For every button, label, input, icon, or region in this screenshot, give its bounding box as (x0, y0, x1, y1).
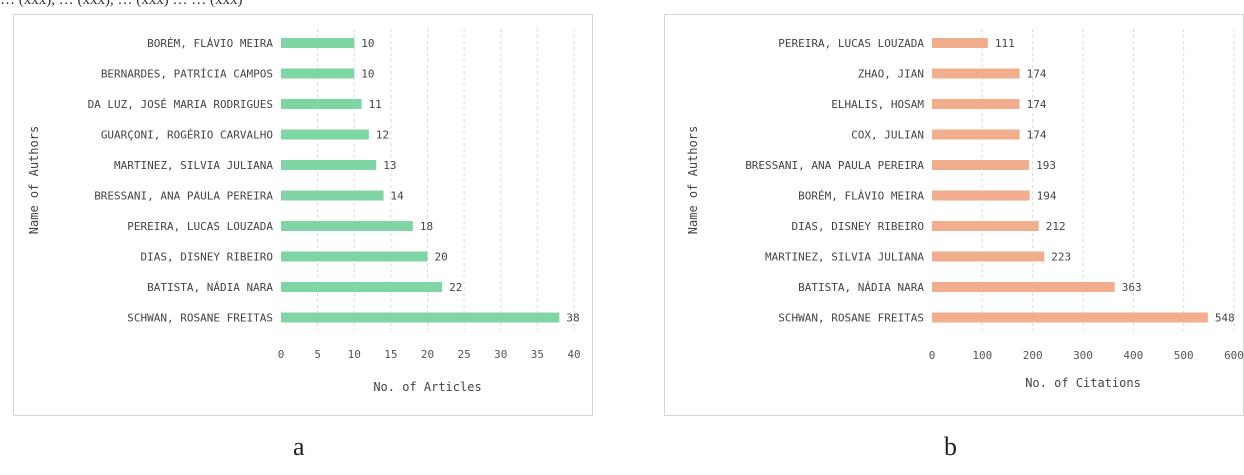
bar (932, 221, 1039, 231)
x-tick-label: 200 (1023, 349, 1043, 362)
category-label: COX, JULIAN (851, 129, 924, 142)
category-label: DA LUZ, JOSÉ MARIA RODRIGUES (88, 98, 273, 111)
bar (281, 38, 355, 48)
value-label: 22 (449, 281, 462, 294)
value-label: 212 (1046, 220, 1066, 233)
bar (281, 68, 355, 79)
grid-lines (317, 29, 575, 331)
bar (932, 282, 1115, 292)
bar (281, 312, 560, 323)
subfigure-label-b: b (944, 432, 957, 461)
category-label: BORÉM, FLÁVIO MEIRA (147, 37, 273, 50)
x-tick-label: 15 (384, 348, 397, 361)
value-label: 11 (369, 98, 382, 111)
citations-bar-chart: PEREIRA, LUCAS LOUZADA 111 ZHAO, JIAN 174 EL… (686, 29, 1243, 390)
bar (281, 129, 369, 140)
value-label: 194 (1037, 190, 1057, 203)
x-tick-label: 25 (458, 348, 471, 361)
bar (932, 38, 988, 48)
x-axis-label: No. of Citations (1025, 376, 1141, 390)
category-label: BERNARDES, PATRÍCIA CAMPOS (101, 68, 273, 81)
x-tick-label: 0 (929, 349, 936, 362)
x-tick-label: 40 (567, 348, 580, 361)
bar (932, 68, 1020, 79)
category-label: MARTINEZ, SILVIA JULIANA (114, 159, 273, 172)
x-tick-label: 10 (348, 348, 361, 361)
value-label: 223 (1051, 251, 1071, 264)
bar (932, 312, 1208, 323)
x-tick-label: 500 (1174, 349, 1194, 362)
category-label: SCHWAN, ROSANE FREITAS (127, 312, 273, 325)
value-label: 174 (1027, 98, 1047, 111)
value-label: 363 (1122, 281, 1142, 294)
x-tick-label: 5 (314, 348, 321, 361)
value-label: 174 (1027, 129, 1047, 142)
x-tick-label: 300 (1073, 349, 1093, 362)
value-label: 20 (435, 251, 448, 264)
value-label: 18 (420, 220, 433, 233)
articles-bar-chart: BORÉM, FLÁVIO MEIRA 10 BERNARDES, PATRÍCIA… (27, 29, 581, 394)
value-label: 174 (1027, 68, 1047, 81)
bar (932, 160, 1030, 170)
category-label: ELHALIS, HOSAM (831, 98, 924, 111)
category-label: BRESSANI, ANA PAULA PEREIRA (94, 190, 273, 203)
x-axis-label: No. of Articles (373, 380, 481, 394)
category-label: BATISTA, NÁDIA NARA (147, 281, 273, 294)
bar (281, 282, 443, 292)
value-label: 10 (361, 68, 374, 81)
value-label: 10 (361, 37, 374, 50)
category-label: MARTINEZ, SILVIA JULIANA (765, 251, 924, 264)
category-label: PEREIRA, LUCAS LOUZADA (127, 220, 273, 233)
subfigure-label-a: a (293, 432, 305, 461)
category-label: ZHAO, JIAN (858, 68, 924, 81)
x-tick-label: 600 (1224, 349, 1243, 362)
value-label: 193 (1036, 159, 1056, 172)
value-label: 12 (376, 129, 389, 142)
bar (281, 99, 362, 109)
caption-fragment: … (xxx), … (xxx), … (xxx) … … (xxx) (0, 0, 243, 8)
y-axis-label: Name of Authors (27, 126, 41, 234)
category-label: PEREIRA, LUCAS LOUZADA (778, 37, 924, 50)
bar (932, 99, 1020, 109)
x-tick-label: 35 (531, 348, 544, 361)
category-label: DIAS, DISNEY RIBEIRO (792, 220, 924, 233)
category-label: SCHWAN, ROSANE FREITAS (778, 312, 924, 325)
bar (281, 160, 377, 170)
bar (932, 129, 1020, 140)
y-axis-label: Name of Authors (686, 126, 700, 234)
value-label: 38 (566, 312, 579, 325)
grid-lines (981, 29, 1235, 331)
category-label: BORÉM, FLÁVIO MEIRA (798, 190, 924, 203)
x-tick-label: 100 (972, 349, 992, 362)
category-label: BATISTA, NÁDIA NARA (798, 281, 924, 294)
x-tick-label: 400 (1123, 349, 1143, 362)
value-label: 548 (1215, 312, 1235, 325)
bar (281, 221, 413, 231)
x-tick-label: 30 (494, 348, 507, 361)
chart-panel-citations: PEREIRA, LUCAS LOUZADA 111 ZHAO, JIAN 174 EL… (664, 14, 1244, 416)
category-label: BRESSANI, ANA PAULA PEREIRA (745, 159, 924, 172)
bar (932, 190, 1030, 201)
bar (281, 190, 384, 201)
value-label: 14 (391, 190, 405, 203)
category-label: DIAS, DISNEY RIBEIRO (141, 251, 273, 264)
category-label: GUARÇONI, ROGÉRIO CARVALHO (101, 129, 273, 142)
bar (281, 251, 428, 262)
value-label: 13 (383, 159, 396, 172)
bar (932, 251, 1045, 262)
chart-panel-articles: BORÉM, FLÁVIO MEIRA 10 BERNARDES, PATRÍCIA… (13, 14, 593, 416)
value-label: 111 (995, 37, 1015, 50)
x-tick-label: 0 (278, 348, 285, 361)
x-tick-label: 20 (421, 348, 434, 361)
